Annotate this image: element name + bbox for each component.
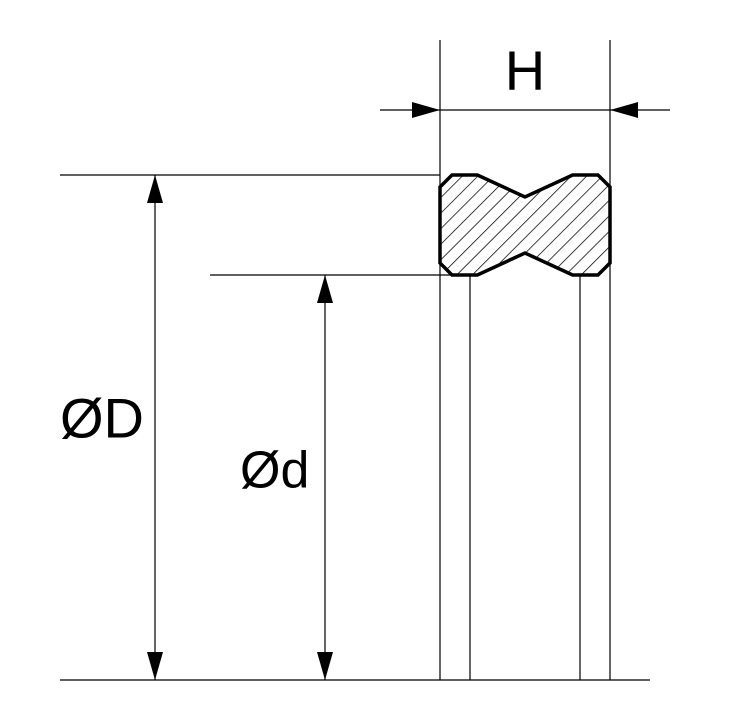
section-hatch [440,175,610,275]
label-d: Ød [240,442,309,500]
label-H: H [505,39,545,102]
label-D: ØD [60,387,144,450]
